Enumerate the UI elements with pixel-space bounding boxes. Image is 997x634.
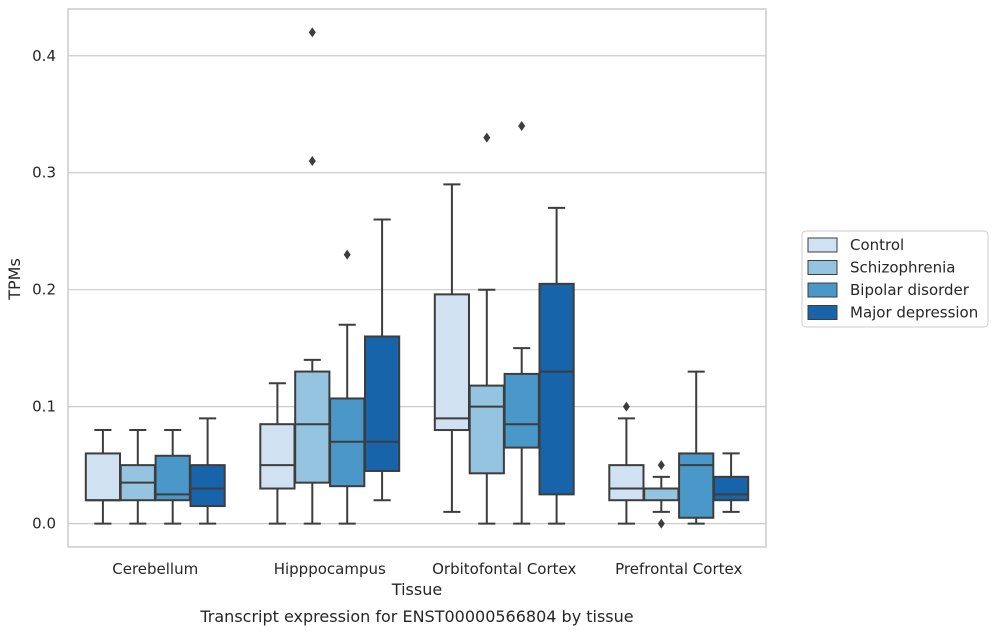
box-hipppocampus	[294, 27, 331, 525]
box-orbitofontal-cortex	[468, 132, 505, 525]
box-iqr	[643, 487, 680, 502]
grid-lines	[68, 55, 766, 525]
y-axis-ticks: 0.0 0.1 0.2 0.3 0.4	[32, 47, 56, 533]
series-schizophrenia	[119, 27, 680, 529]
x-tick-label: Cerebellum	[112, 560, 198, 578]
legend-label: Bipolar disorder	[850, 281, 970, 299]
x-axis-label: Tissue	[391, 580, 442, 599]
y-tick-label: 0.2	[32, 281, 56, 299]
x-tick-label: Orbitofontal Cortex	[432, 560, 576, 578]
box-iqr	[294, 370, 331, 484]
box-hipppocampus	[329, 249, 366, 525]
box-iqr	[433, 293, 471, 432]
x-tick-label: Hipppocampus	[274, 560, 386, 578]
x-axis-ticks: Cerebellum Hipppocampus Orbitofontal Corte…	[112, 560, 742, 578]
box-cerebellum	[119, 429, 156, 525]
box-cerebellum	[84, 429, 122, 525]
box-series	[84, 27, 750, 529]
box-iqr	[608, 464, 645, 502]
legend-swatch	[807, 260, 838, 275]
plot-area-frame	[67, 8, 767, 548]
y-axis-label: TPMs	[5, 258, 24, 301]
y-tick-label: 0.4	[32, 47, 56, 65]
box-cerebellum	[189, 417, 226, 525]
box-iqr	[503, 372, 540, 449]
box-iqr	[84, 452, 122, 502]
box-iqr	[363, 335, 401, 472]
box-prefrontal-cortex	[643, 460, 680, 529]
box-cerebellum	[154, 429, 191, 525]
legend-label: Schizophrenia	[850, 259, 955, 277]
box-iqr	[712, 475, 750, 502]
series-control	[84, 183, 645, 525]
legend-swatch	[807, 237, 838, 253]
y-tick-label: 0.0	[32, 515, 56, 533]
series-major-depression	[189, 206, 750, 525]
box-prefrontal-cortex	[712, 452, 750, 513]
outlier-point	[343, 249, 351, 260]
legend-frame	[801, 230, 989, 328]
box-iqr	[259, 423, 296, 490]
legend-swatch	[807, 305, 838, 320]
box-hipppocampus	[363, 218, 401, 502]
outlier-point	[657, 518, 665, 529]
outlier-point	[657, 460, 665, 471]
box-hipppocampus	[259, 382, 296, 525]
outlier-point	[483, 132, 491, 143]
outlier-point	[308, 27, 316, 38]
box-orbitofontal-cortex	[503, 120, 540, 525]
box-iqr	[538, 282, 575, 496]
series-bipolar-disorder	[154, 120, 715, 525]
chart-caption: Transcript expression for ENST0000056680…	[199, 607, 633, 626]
outlier-point	[518, 120, 526, 131]
outlier-point	[622, 401, 630, 412]
y-tick-label: 0.1	[32, 398, 56, 416]
y-tick-label: 0.3	[32, 164, 56, 182]
legend-label: Control	[850, 236, 904, 254]
box-iqr	[678, 452, 715, 519]
legend-label: Major depression	[850, 304, 978, 322]
box-orbitofontal-cortex	[433, 183, 471, 513]
box-orbitofontal-cortex	[538, 206, 575, 525]
legend-swatch	[807, 282, 838, 298]
legend: Control Schizophrenia Bipolar disorder Majo…	[801, 230, 989, 328]
box-prefrontal-cortex	[608, 401, 645, 525]
box-iqr	[154, 454, 191, 502]
box-iqr	[468, 384, 505, 475]
box-iqr	[189, 464, 226, 508]
outlier-point	[308, 156, 316, 167]
x-tick-label: Prefrontal Cortex	[615, 560, 742, 578]
box-prefrontal-cortex	[678, 370, 715, 525]
